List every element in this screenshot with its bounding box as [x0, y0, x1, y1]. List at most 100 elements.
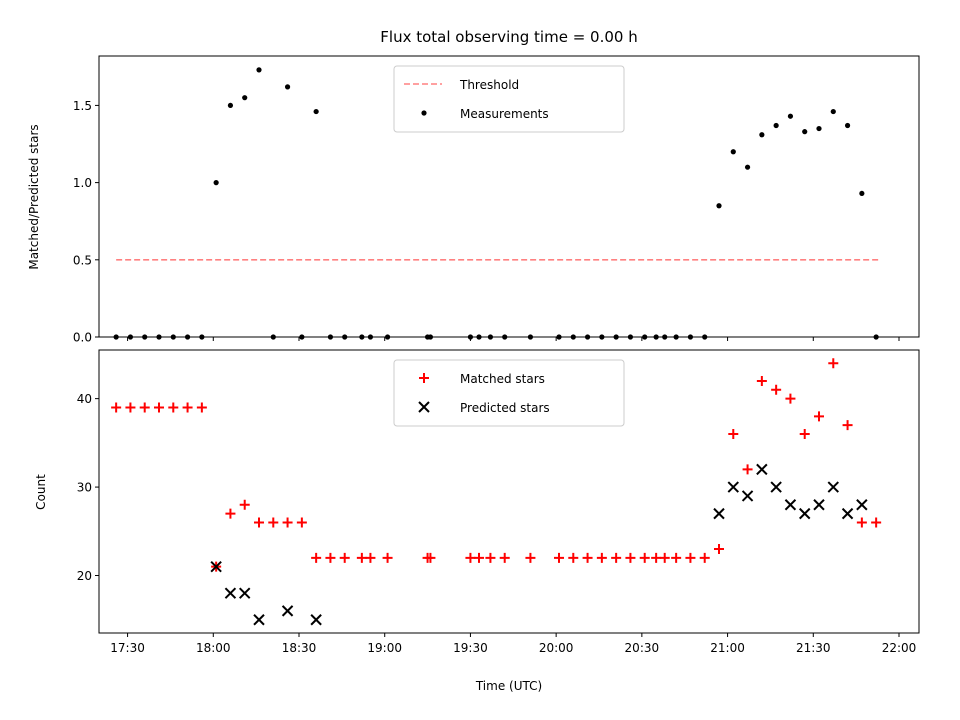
matched-star-point — [485, 552, 496, 563]
measurement-point — [844, 122, 851, 129]
predicted-star-point — [281, 605, 294, 617]
matched-star-point — [651, 552, 662, 563]
predicted-star-point — [841, 507, 854, 520]
measurement-point — [773, 122, 779, 129]
matched-star-point — [814, 411, 824, 422]
measurement-point — [227, 102, 234, 109]
measurement-point — [730, 149, 736, 155]
matched-star-point — [842, 420, 853, 431]
x-tick-label: 20:00 — [539, 641, 574, 655]
predicted-star-point — [799, 507, 811, 520]
bottom-legend: Matched stars Predicted stars — [393, 359, 625, 427]
matched-star-point — [639, 552, 650, 563]
top-y-axis-label: Matched/Predicted stars — [27, 124, 41, 269]
legend-measurement-swatch — [421, 110, 427, 116]
matched-star-point — [365, 552, 376, 563]
bottom-y-axis-label: Count — [34, 474, 48, 510]
y-tick-label: 40 — [77, 392, 92, 406]
predicted-star-point — [827, 481, 839, 493]
legend-label: Threshold — [459, 78, 519, 92]
matched-star-point — [325, 552, 336, 563]
matched-star-point — [742, 464, 753, 475]
matched-star-point — [254, 517, 264, 528]
measurement-point — [242, 95, 248, 101]
matched-star-point — [125, 402, 136, 413]
matched-star-point — [596, 552, 607, 563]
x-tick-label: 19:30 — [453, 641, 488, 655]
matched-star-point — [225, 508, 236, 519]
matched-star-point — [339, 552, 350, 563]
predicted-star-point — [856, 499, 868, 511]
y-tick-label: 0.5 — [73, 253, 92, 267]
matched-star-point — [871, 517, 882, 528]
matched-star-point — [828, 358, 839, 369]
matched-star-point — [154, 402, 164, 413]
x-axis-label: Time (UTC) — [475, 679, 542, 693]
legend-predicted-swatch — [418, 401, 430, 413]
x-tick-label: 21:30 — [796, 641, 831, 655]
matched-star-point — [139, 402, 150, 413]
legend-box — [393, 65, 625, 133]
predicted-star-point — [253, 614, 265, 626]
matched-star-point — [182, 402, 193, 413]
measurement-point — [830, 108, 836, 115]
matched-star-point — [714, 543, 724, 554]
matched-star-point — [465, 552, 476, 563]
matched-star-point — [268, 517, 279, 528]
matched-star-point — [856, 517, 867, 528]
measurement-point — [313, 108, 319, 115]
y-tick-label: 1.5 — [73, 99, 92, 113]
predicted-star-point — [310, 614, 322, 626]
predicted-star-point — [239, 587, 251, 599]
x-tick-label: 18:30 — [282, 641, 317, 655]
matched-star-point — [282, 517, 293, 528]
matched-star-point — [474, 552, 484, 563]
y-tick-label: 30 — [77, 481, 92, 495]
legend-label: Measurements — [460, 107, 549, 121]
x-tick-label: 19:00 — [367, 641, 402, 655]
measurement-point — [802, 129, 808, 135]
matched-star-point — [799, 429, 810, 440]
predicted-star-point — [813, 499, 825, 511]
matched-star-point — [311, 552, 322, 563]
matched-star-point — [525, 552, 536, 563]
y-tick-label: 20 — [77, 569, 92, 583]
predicted-star-point — [727, 481, 739, 493]
measurement-point — [759, 132, 765, 138]
matched-star-point — [728, 429, 739, 440]
top-panel: 0.0 0.5 1.0 1.5 Matched/Predicted stars Thr… — [27, 55, 920, 345]
y-tick-label: 0.0 — [73, 331, 92, 345]
predicted-star-point — [784, 499, 797, 511]
measurement-point — [716, 203, 722, 209]
matched-star-point — [356, 552, 367, 563]
legend-label: Matched stars — [460, 372, 545, 386]
matched-star-point — [671, 552, 682, 563]
top-legend: Threshold Measurements — [393, 65, 625, 133]
measurement-point — [213, 180, 219, 186]
bottom-plot-marks — [111, 358, 882, 626]
matched-star-point — [425, 552, 436, 563]
matched-star-point — [785, 393, 796, 404]
top-axes: 0.0 0.5 1.0 1.5 — [73, 99, 900, 345]
bottom-panel: 17:30 18:00 18:30 19:00 19:30 20:00 20:30 21:00… — [34, 349, 920, 693]
chart-title: Flux total observing time = 0.00 h — [380, 28, 637, 46]
matched-star-point — [611, 552, 622, 563]
x-tick-label: 17:30 — [110, 641, 145, 655]
matched-star-point — [659, 552, 670, 563]
x-tick-label: 22:00 — [882, 641, 917, 655]
predicted-star-point — [770, 481, 782, 493]
matched-star-point — [756, 375, 767, 386]
measurement-point — [787, 113, 794, 119]
predicted-star-point — [713, 507, 725, 520]
matched-star-point — [168, 402, 179, 413]
matched-star-point — [582, 552, 593, 563]
matched-star-point — [685, 552, 696, 563]
predicted-star-point — [741, 490, 754, 502]
matched-star-point — [568, 552, 579, 563]
bottom-plot-frame — [98, 349, 920, 634]
matched-star-point — [554, 552, 564, 563]
measurement-point — [816, 125, 822, 132]
predicted-star-point — [224, 587, 237, 599]
matched-star-point — [296, 517, 307, 528]
